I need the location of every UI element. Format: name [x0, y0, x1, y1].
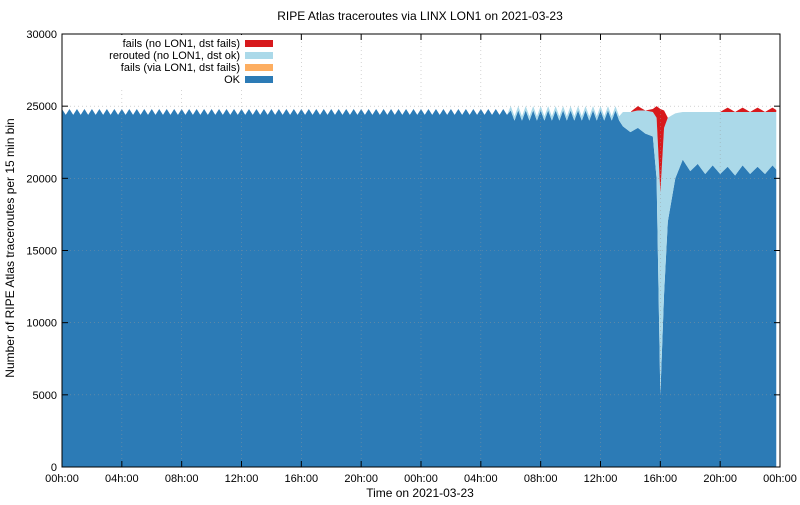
- legend-swatch-fails_via_lon1: [245, 64, 273, 71]
- x-tick-label: 16h:00: [285, 473, 319, 485]
- y-tick-label: 5000: [33, 390, 57, 402]
- legend-background: [63, 35, 279, 89]
- plot-area: 0 5000 10000 15000 20000 25000 30000 00h:00 04h:…: [26, 29, 796, 485]
- series-area-rerouted: [62, 106, 777, 395]
- x-tick-label: 00h:00: [45, 473, 79, 485]
- legend: fails (no LON1, dst fails)rerouted (no L…: [63, 35, 279, 89]
- legend-swatch-ok: [245, 76, 273, 83]
- x-tick-label: 08h:00: [165, 473, 199, 485]
- y-tick-label: 30000: [26, 29, 57, 41]
- x-axis-label: Time on 2021-03-23: [366, 486, 474, 500]
- chart-title: RIPE Atlas traceroutes via LINX LON1 on …: [277, 9, 563, 23]
- y-axis-label: Number of RIPE Atlas traceroutes per 15 …: [3, 118, 17, 377]
- x-tick-label: 12h:00: [225, 473, 259, 485]
- x-tick-label: 20h:00: [344, 473, 378, 485]
- x-tick-label: 00h:00: [404, 473, 438, 485]
- x-tick-label: 04h:00: [464, 473, 498, 485]
- x-tick-label: 04h:00: [105, 473, 139, 485]
- legend-label: rerouted (no LON1, dst ok): [109, 50, 240, 62]
- x-tick-label: 08h:00: [524, 473, 558, 485]
- x-tick-label: 12h:00: [584, 473, 618, 485]
- legend-label: OK: [224, 74, 241, 86]
- y-tick-label: 20000: [26, 173, 57, 185]
- y-tick-label: 15000: [26, 246, 57, 258]
- y-tick-label: 10000: [26, 318, 57, 330]
- legend-label: fails (no LON1, dst fails): [123, 38, 240, 50]
- legend-label: fails (via LON1, dst fails): [121, 62, 240, 74]
- x-tick-label: 00h:00: [763, 473, 797, 485]
- x-tick-label: 20h:00: [703, 473, 737, 485]
- legend-swatch-rerouted: [245, 52, 273, 59]
- series-area-ok: [62, 109, 777, 468]
- x-tick-label: 16h:00: [644, 473, 678, 485]
- y-tick-label: 0: [51, 462, 57, 474]
- y-tick-label: 25000: [26, 101, 57, 113]
- legend-swatch-fails_no_lon1: [245, 40, 273, 47]
